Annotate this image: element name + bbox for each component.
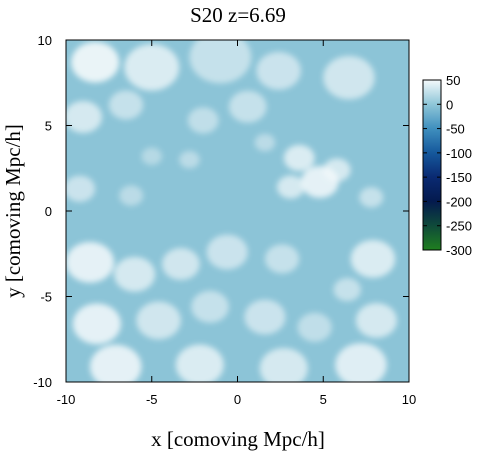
density-hotspot bbox=[335, 343, 387, 382]
plot-area bbox=[65, 39, 410, 383]
density-hotspot bbox=[191, 290, 229, 323]
y-tick-label: -10 bbox=[33, 375, 52, 390]
density-hotspot bbox=[276, 175, 305, 199]
density-hotspot bbox=[259, 347, 308, 382]
density-hotspot bbox=[264, 244, 300, 274]
density-hotspot bbox=[119, 185, 144, 206]
x-tick-label: -10 bbox=[57, 392, 76, 407]
x-tick-label: 0 bbox=[234, 392, 241, 407]
colorbar-tick-label: -50 bbox=[446, 122, 465, 137]
density-hotspot bbox=[323, 158, 351, 182]
density-hotspot bbox=[323, 55, 375, 100]
x-tick-label: 10 bbox=[402, 392, 416, 407]
colorbar-tick-label: -200 bbox=[446, 194, 472, 209]
density-hotspot bbox=[136, 301, 181, 340]
density-hotspot bbox=[350, 239, 396, 278]
y-axis-label: y [comoving Mpc/h] bbox=[1, 124, 25, 298]
density-hotspot bbox=[297, 312, 332, 342]
colorbar-gradient bbox=[422, 79, 442, 251]
colorbar-tick-label: -150 bbox=[446, 170, 472, 185]
density-hotspot bbox=[179, 150, 200, 169]
y-tick-label: 10 bbox=[38, 33, 52, 48]
x-axis-label: x [comoving Mpc/h] bbox=[151, 427, 325, 451]
density-hotspot bbox=[228, 90, 267, 123]
y-tick-label: -5 bbox=[40, 290, 52, 305]
density-hotspot bbox=[66, 100, 103, 133]
colorbar-ticks: 50 0 -50 -100 -150 -200 -250 -300 bbox=[423, 73, 472, 258]
density-hotspot bbox=[254, 133, 276, 152]
density-hotspot bbox=[108, 90, 144, 120]
colorbar-tick-label: 50 bbox=[446, 73, 460, 88]
density-hotspot bbox=[355, 302, 397, 338]
chart-title: S20 z=6.69 bbox=[190, 3, 286, 27]
density-hotspot bbox=[162, 248, 200, 280]
density-hotspot bbox=[66, 175, 96, 202]
density-hotspot bbox=[189, 40, 252, 84]
density-hotspot bbox=[175, 344, 224, 382]
colorbar-tick-label: -300 bbox=[446, 243, 472, 258]
colorbar-tick-label: 0 bbox=[446, 97, 453, 112]
density-hotspot bbox=[359, 187, 384, 208]
x-axis-ticks: -10 -5 0 5 10 bbox=[57, 40, 416, 407]
density-hotspot bbox=[187, 107, 219, 134]
density-hotspot bbox=[114, 256, 156, 292]
density-hotspot bbox=[72, 303, 121, 345]
density-hotspot bbox=[283, 144, 315, 172]
density-hotspot bbox=[124, 44, 180, 91]
density-hotspot bbox=[90, 344, 142, 382]
density-hotspots bbox=[66, 40, 397, 382]
y-tick-label: 0 bbox=[45, 204, 52, 219]
y-axis-ticks: 10 5 0 -5 -10 bbox=[33, 33, 409, 390]
x-tick-label: 5 bbox=[320, 392, 327, 407]
density-hotspot bbox=[206, 234, 248, 270]
density-hotspot bbox=[333, 278, 361, 302]
colorbar: 50 0 -50 -100 -150 -200 -250 -300 bbox=[422, 73, 472, 258]
colorbar-tick-label: -100 bbox=[446, 146, 472, 161]
y-tick-label: 5 bbox=[45, 119, 52, 134]
x-tick-label: -5 bbox=[146, 392, 158, 407]
density-hotspot bbox=[244, 299, 286, 335]
colorbar-tick-label: -250 bbox=[446, 219, 472, 234]
density-hotspot bbox=[71, 41, 120, 83]
density-hotspot bbox=[141, 147, 163, 166]
density-hotspot bbox=[66, 241, 115, 283]
density-hotspot bbox=[256, 51, 301, 90]
